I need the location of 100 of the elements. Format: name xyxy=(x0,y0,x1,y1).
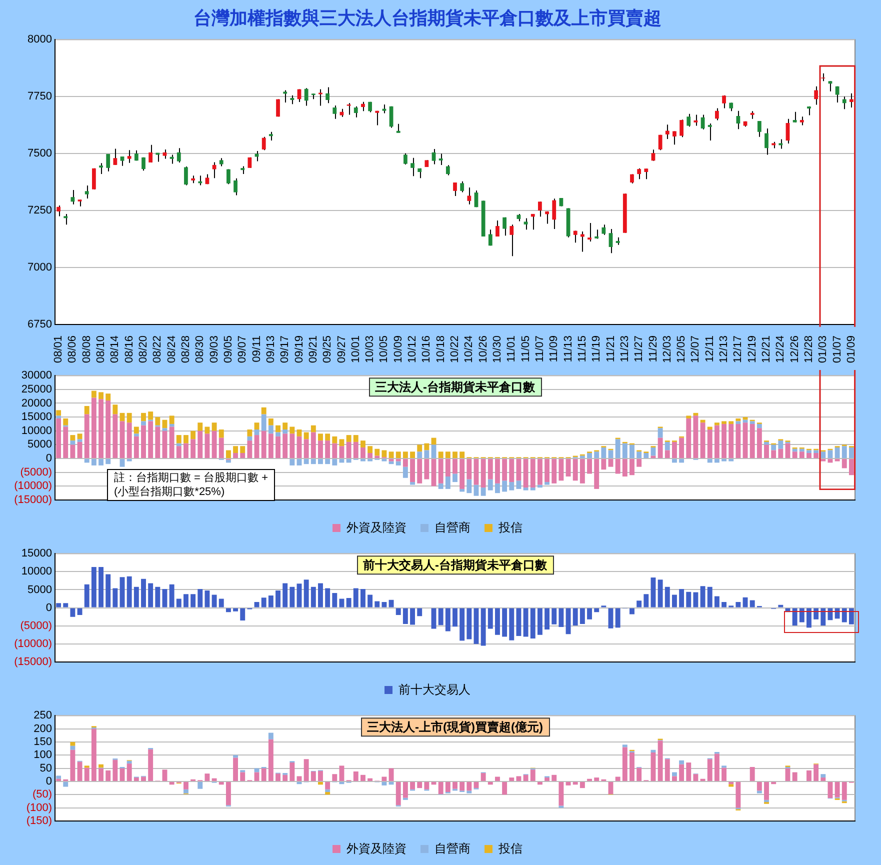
y-tick-label: (10000) xyxy=(14,638,52,650)
x-tick-label: 09/19 xyxy=(293,335,306,364)
x-tick-label: 11/05 xyxy=(520,335,532,362)
y-tick-label: 0 xyxy=(46,602,52,614)
x-tick-label: 09/21 xyxy=(307,335,320,364)
chart-title: 三大法人-台指期貨未平倉口數 xyxy=(375,380,536,394)
x-tick-label: 12/21 xyxy=(760,335,773,364)
chart-title: 三大法人-上市(現貨)買賣超(億元) xyxy=(367,720,543,734)
x-tick-label: 12/11 xyxy=(704,335,716,362)
y-tick-label: 7000 xyxy=(28,262,52,274)
legend-label: 投信 xyxy=(498,841,522,856)
x-tick-label: 08/08 xyxy=(80,335,93,364)
x-tick-label: 10/09 xyxy=(392,335,404,364)
x-tick-label: 09/03 xyxy=(208,335,220,364)
y-tick-label: 250 xyxy=(34,710,52,722)
y-tick-label: (150) xyxy=(26,815,52,828)
x-tick-label: 10/18 xyxy=(434,335,447,364)
chart-title: 台灣加權指數與三大法人台指期貨未平倉口數及上市買賣超 xyxy=(194,8,662,28)
x-tick-label: 11/19 xyxy=(590,335,603,362)
annotation: 註：台指期口數 = 台股期口數 + (小型台指期口數*25%) xyxy=(107,469,276,501)
x-tick-label: 08/01 xyxy=(52,335,65,364)
x-tick-label: 10/16 xyxy=(420,335,433,364)
x-tick-label: 08/28 xyxy=(180,335,192,364)
legend-label: 自營商 xyxy=(434,520,470,534)
y-tick-label: 8000 xyxy=(28,34,52,46)
x-tick-label: 12/13 xyxy=(718,335,730,364)
x-tick-label: 12/24 xyxy=(774,335,787,364)
x-tick-label: 08/22 xyxy=(152,335,164,364)
y-tick-label: 200 xyxy=(34,722,52,735)
x-tick-label: 12/17 xyxy=(732,335,744,364)
y-tick-label: 20000 xyxy=(21,397,52,410)
x-tick-label: 11/09 xyxy=(548,335,560,362)
y-tick-label: 7250 xyxy=(28,204,52,217)
x-tick-label: 12/28 xyxy=(803,335,816,364)
x-tick-label: 10/12 xyxy=(406,335,419,364)
x-tick-label: 10/30 xyxy=(492,335,504,364)
y-tick-label: (15000) xyxy=(14,656,52,668)
x-tick-label: 12/07 xyxy=(690,335,702,364)
x-tick-label: 10/05 xyxy=(378,335,390,364)
y-tick-label: 10000 xyxy=(21,424,52,437)
x-tick-label: 12/03 xyxy=(661,335,674,364)
y-tick-label: 100 xyxy=(34,749,52,762)
x-tick-label: 08/20 xyxy=(138,335,150,364)
x-tick-label: 11/01 xyxy=(506,335,518,362)
x-tick-label: 10/24 xyxy=(463,335,476,364)
x-tick-label: 11/07 xyxy=(534,335,546,362)
y-tick-label: 5000 xyxy=(28,584,52,596)
x-tick-label: 08/10 xyxy=(95,335,108,364)
legend-label: 前十大交易人 xyxy=(398,682,470,696)
x-tick-label: 11/29 xyxy=(647,335,660,362)
x-tick-label: 08/14 xyxy=(109,335,122,364)
y-tick-label: 30000 xyxy=(21,370,52,382)
y-tick-label: 6750 xyxy=(28,318,52,331)
y-tick-label: (50) xyxy=(32,788,52,801)
x-tick-label: 09/07 xyxy=(236,335,249,364)
x-tick-label: 11/13 xyxy=(562,335,574,362)
x-tick-label: 11/21 xyxy=(604,335,617,362)
y-tick-label: (5000) xyxy=(20,466,52,478)
y-tick-label: 7500 xyxy=(28,148,52,160)
legend-label: 外資及陸資 xyxy=(346,841,406,856)
x-tick-label: 01/09 xyxy=(845,335,858,364)
x-tick-label: 10/26 xyxy=(477,335,490,364)
x-tick-label: 10/01 xyxy=(350,335,362,364)
y-tick-label: 0 xyxy=(46,452,52,465)
x-tick-label: 12/19 xyxy=(746,335,758,364)
x-tick-label: 09/27 xyxy=(336,335,348,364)
y-tick-label: (10000) xyxy=(14,480,52,492)
y-tick-label: 10000 xyxy=(21,566,52,578)
y-tick-label: (15000) xyxy=(14,494,52,506)
x-tick-label: 11/23 xyxy=(618,335,631,362)
y-tick-label: 7750 xyxy=(28,90,52,103)
x-tick-label: 09/05 xyxy=(222,335,234,364)
x-tick-label: 09/17 xyxy=(279,335,292,364)
legend-label: 投信 xyxy=(498,520,522,534)
y-tick-label: (5000) xyxy=(20,620,52,632)
x-tick-label: 08/24 xyxy=(166,335,178,364)
x-tick-label: 01/03 xyxy=(817,335,830,364)
legend-label: 自營商 xyxy=(434,841,470,856)
y-tick-label: (100) xyxy=(26,802,52,814)
x-tick-label: 01/07 xyxy=(831,335,844,364)
chart-title: 前十大交易人-台指期貨未平倉口數 xyxy=(362,558,548,572)
y-tick-label: 15000 xyxy=(21,411,52,424)
x-tick-label: 09/13 xyxy=(264,335,277,364)
x-tick-label: 11/27 xyxy=(633,335,646,362)
x-tick-label: 08/06 xyxy=(66,335,79,364)
x-tick-label: 11/15 xyxy=(576,335,588,362)
x-tick-label: 09/25 xyxy=(322,335,334,364)
y-tick-label: 150 xyxy=(34,736,52,748)
x-tick-label: 08/30 xyxy=(194,335,206,364)
x-tick-label: 12/26 xyxy=(788,335,801,364)
x-tick-label: 08/16 xyxy=(123,335,136,364)
y-tick-label: 15000 xyxy=(21,548,52,560)
x-tick-label: 12/05 xyxy=(676,335,688,364)
legend-label: 外資及陸資 xyxy=(346,520,406,534)
x-tick-label: 09/11 xyxy=(250,335,263,362)
y-tick-label: 5000 xyxy=(28,438,52,451)
x-tick-label: 10/03 xyxy=(364,335,376,364)
x-tick-label: 10/22 xyxy=(449,335,462,364)
y-tick-label: 25000 xyxy=(21,383,52,396)
y-tick-label: 0 xyxy=(46,776,52,788)
